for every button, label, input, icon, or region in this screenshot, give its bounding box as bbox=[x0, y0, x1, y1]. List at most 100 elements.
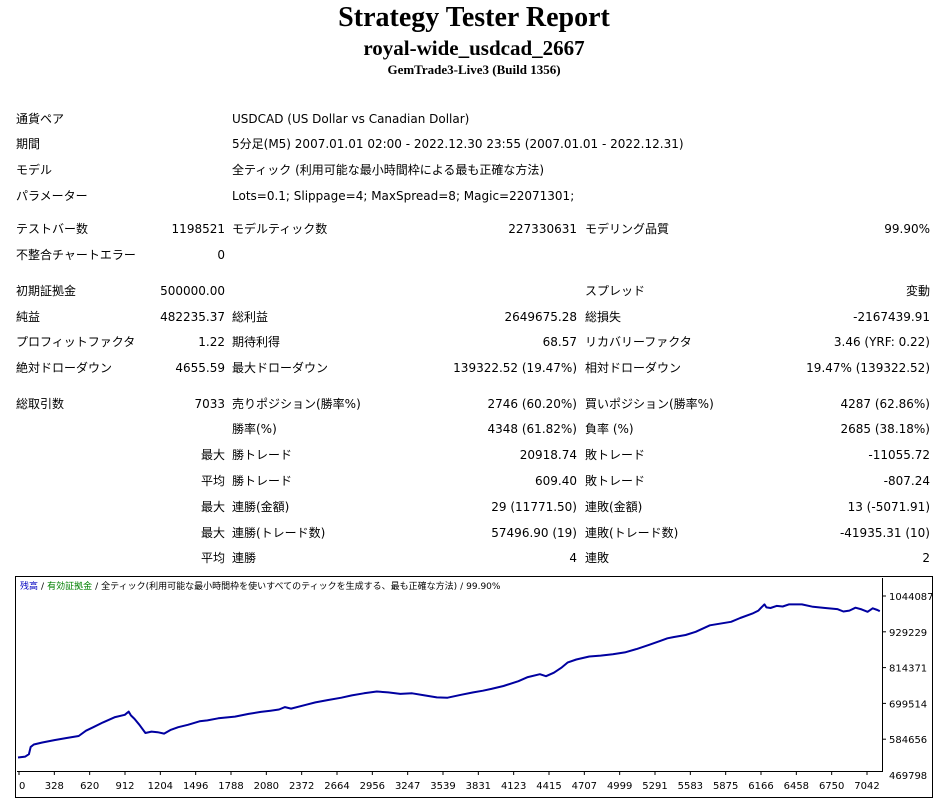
x-tick-label: 4415 bbox=[536, 781, 561, 792]
bars-value: 1198521 bbox=[171, 222, 225, 236]
report-build: GemTrade3-Live3 (Build 1356) bbox=[387, 62, 561, 77]
y-tick-label: 1044087 bbox=[889, 592, 933, 603]
largest-loss-value: -11055.72 bbox=[868, 448, 930, 462]
short-positions-label: 売りポジション(勝率%) bbox=[232, 397, 361, 411]
x-tick-label: 1788 bbox=[218, 781, 243, 792]
win-rate-label: 勝率(%) bbox=[232, 422, 277, 436]
x-tick-label: 328 bbox=[45, 781, 64, 792]
avg-win-value: 609.40 bbox=[535, 474, 577, 488]
expected-payoff-value: 68.57 bbox=[542, 335, 577, 349]
avg-cons-wins-label: 連勝 bbox=[232, 551, 257, 565]
largest-win-label: 勝トレード bbox=[232, 448, 293, 462]
legend-model: 全ティック(利用可能な最小時間枠を使いすべてのティックを生成する、最も正確な方法… bbox=[101, 580, 457, 592]
balance-chart: 残高 / 有効証拠金 / 全ティック(利用可能な最小時間枠を使いすべてのティックを生成す… bbox=[15, 576, 933, 798]
average-prefix: 平均 bbox=[200, 474, 225, 488]
x-tick-label: 5583 bbox=[678, 781, 703, 792]
x-tick-label: 7042 bbox=[854, 781, 879, 792]
loss-rate-value: 2685 (38.18%) bbox=[840, 422, 930, 436]
x-tick-label: 6750 bbox=[819, 781, 844, 792]
x-tick-label: 6166 bbox=[748, 781, 773, 792]
mismatch-label: 不整合チャートエラー bbox=[16, 248, 136, 262]
profit-factor-label: プロフィットファクタ bbox=[16, 335, 136, 349]
x-tick-label: 3247 bbox=[395, 781, 420, 792]
legend-sep-2: / bbox=[95, 582, 99, 592]
model-label: モデル bbox=[16, 163, 53, 177]
ticks-value: 227330631 bbox=[508, 222, 577, 236]
gross-profit-label: 総利益 bbox=[232, 310, 269, 324]
x-tick-label: 2080 bbox=[254, 781, 279, 792]
avg-cons-wins-value: 4 bbox=[569, 551, 577, 565]
report-title: Strategy Tester Report bbox=[338, 2, 610, 33]
x-tick-label: 3539 bbox=[430, 781, 455, 792]
loss-rate-label: 負率 (%) bbox=[585, 422, 634, 436]
max-drawdown-value: 139322.52 (19.47%) bbox=[453, 361, 577, 375]
legend-sep-1: / bbox=[41, 582, 45, 592]
max-drawdown-label: 最大ドローダウン bbox=[232, 361, 329, 375]
rel-drawdown-label: 相対ドローダウン bbox=[585, 361, 682, 375]
long-positions-label: 買いポジション(勝率%) bbox=[585, 397, 714, 411]
legend-balance: 残高 bbox=[20, 580, 38, 592]
chart-frame bbox=[15, 576, 933, 798]
avg-loss-label: 敗トレード bbox=[585, 474, 646, 488]
x-tick-label: 5291 bbox=[642, 781, 667, 792]
quality-label: モデリング品質 bbox=[585, 222, 670, 236]
balance-series-line bbox=[17, 603, 881, 759]
recovery-factor-value: 3.46 (YRF: 0.22) bbox=[833, 335, 930, 349]
recovery-factor-label: リカバリーファクタ bbox=[585, 335, 692, 349]
net-profit-label: 純益 bbox=[16, 310, 41, 324]
total-trades-label: 総取引数 bbox=[16, 397, 65, 411]
largest-loss-label: 敗トレード bbox=[585, 448, 646, 462]
gross-loss-label: 総損失 bbox=[585, 310, 622, 324]
rel-drawdown-value: 19.47% (139322.52) bbox=[806, 361, 930, 375]
params-label: パラメーター bbox=[16, 189, 88, 203]
x-tick-label: 4707 bbox=[572, 781, 597, 792]
short-positions-value: 2746 (60.20%) bbox=[487, 397, 577, 411]
gross-profit-value: 2649675.28 bbox=[504, 310, 577, 324]
max-cons-losses-value: 13 (-5071.91) bbox=[847, 500, 930, 514]
spread-label: スプレッド bbox=[585, 284, 646, 298]
x-tick-label: 2372 bbox=[289, 781, 314, 792]
params-value: Lots=0.1; Slippage=4; MaxSpread=8; Magic… bbox=[232, 189, 575, 203]
avg-cons-losses-value: 2 bbox=[922, 551, 930, 565]
profit-factor-value: 1.22 bbox=[198, 335, 225, 349]
legend-equity: 有効証拠金 bbox=[47, 580, 92, 592]
report-subtitle: royal-wide_usdcad_2667 bbox=[363, 36, 585, 60]
balance-chart-svg: 残高 / 有効証拠金 / 全ティック(利用可能な最小時間枠を使いすべてのティックを生成す… bbox=[15, 576, 933, 798]
largest-win-value: 20918.74 bbox=[519, 448, 577, 462]
x-tick-label: 4123 bbox=[501, 781, 526, 792]
max-cons-wins-value: 29 (11771.50) bbox=[491, 500, 577, 514]
max-cons-prefix: 最大 bbox=[200, 500, 225, 514]
symbol-label: 通貨ペア bbox=[16, 112, 65, 126]
x-tick-label: 5875 bbox=[713, 781, 738, 792]
period-value: 5分足(M5) 2007.01.01 02:00 - 2022.12.30 23… bbox=[232, 137, 684, 151]
max-cons-profit-value: 57496.90 (19) bbox=[491, 526, 577, 540]
max-cons-wins-label: 連勝(金額) bbox=[232, 500, 290, 514]
legend-sep-3: / bbox=[460, 582, 464, 592]
max-cons-profit-prefix: 最大 bbox=[200, 526, 225, 540]
win-rate-value: 4348 (61.82%) bbox=[487, 422, 577, 436]
x-tick-label: 1204 bbox=[148, 781, 173, 792]
long-positions-value: 4287 (62.86%) bbox=[840, 397, 930, 411]
x-tick-label: 1496 bbox=[183, 781, 208, 792]
x-tick-label: 6458 bbox=[784, 781, 809, 792]
y-tick-label: 584656 bbox=[889, 735, 927, 746]
largest-prefix: 最大 bbox=[200, 448, 225, 462]
x-tick-label: 912 bbox=[115, 781, 134, 792]
expected-payoff-label: 期待利得 bbox=[232, 335, 281, 349]
avg-cons-losses-label: 連敗 bbox=[585, 551, 610, 565]
deposit-label: 初期証拠金 bbox=[16, 284, 77, 298]
abs-drawdown-value: 4655.59 bbox=[175, 361, 225, 375]
total-trades-value: 7033 bbox=[194, 397, 225, 411]
period-label: 期間 bbox=[16, 137, 41, 151]
x-tick-label: 2664 bbox=[324, 781, 349, 792]
avg-loss-value: -807.24 bbox=[883, 474, 930, 488]
max-cons-loss-label: 連敗(トレード数) bbox=[585, 526, 679, 540]
y-tick-label: 814371 bbox=[889, 664, 927, 675]
max-cons-loss-value: -41935.31 (10) bbox=[839, 526, 930, 540]
max-cons-losses-label: 連敗(金額) bbox=[585, 500, 643, 514]
avg-cons-prefix: 平均 bbox=[200, 551, 225, 565]
y-tick-label: 929229 bbox=[889, 628, 927, 639]
mismatch-value: 0 bbox=[217, 248, 225, 262]
avg-win-label: 勝トレード bbox=[232, 474, 293, 488]
net-profit-value: 482235.37 bbox=[160, 310, 225, 324]
